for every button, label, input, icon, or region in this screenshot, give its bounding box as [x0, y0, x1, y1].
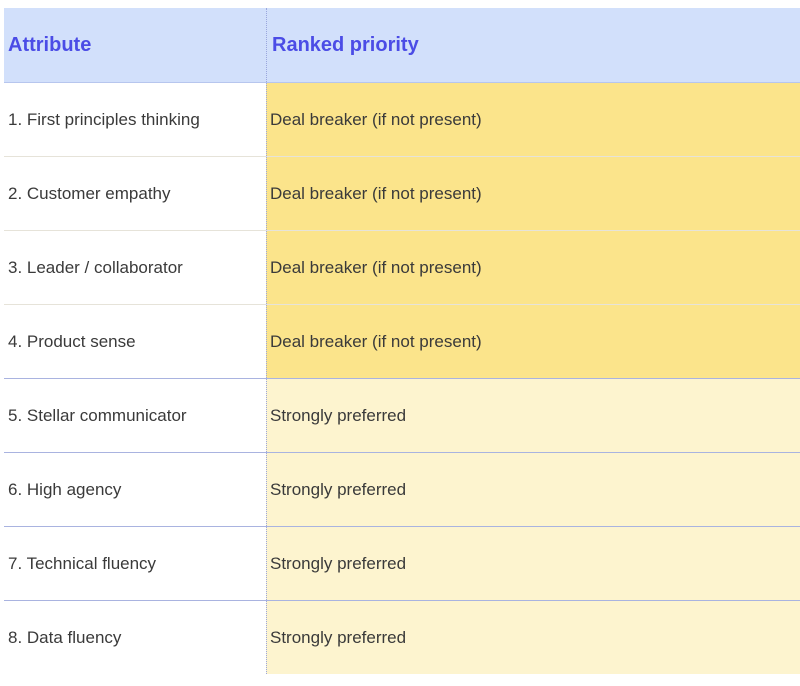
table-row: 8. Data fluency Strongly preferred	[4, 601, 800, 674]
header-ranked-priority: Ranked priority	[266, 8, 800, 82]
priority-cell: Deal breaker (if not present)	[266, 157, 800, 230]
priority-cell: Strongly preferred	[266, 453, 800, 526]
priority-cell: Strongly preferred	[266, 527, 800, 600]
attribute-cell: 4. Product sense	[4, 305, 266, 378]
attribute-cell: 3. Leader / collaborator	[4, 231, 266, 304]
attribute-cell: 7. Technical fluency	[4, 527, 266, 600]
table-row: 5. Stellar communicator Strongly preferr…	[4, 379, 800, 453]
table-row: 3. Leader / collaborator Deal breaker (i…	[4, 231, 800, 305]
attribute-cell: 6. High agency	[4, 453, 266, 526]
attribute-cell: 8. Data fluency	[4, 601, 266, 674]
table-row: 6. High agency Strongly preferred	[4, 453, 800, 527]
priority-cell: Deal breaker (if not present)	[266, 231, 800, 304]
header-attribute: Attribute	[8, 33, 92, 56]
table-row: 1. First principles thinking Deal breake…	[4, 83, 800, 157]
attribute-cell: 5. Stellar communicator	[4, 379, 266, 452]
attribute-cell: 2. Customer empathy	[4, 157, 266, 230]
table-header-row: Attribute Ranked priority	[4, 8, 800, 83]
table-row: 4. Product sense Deal breaker (if not pr…	[4, 305, 800, 379]
attribute-priority-table: Attribute Ranked priority 1. First princ…	[4, 8, 800, 674]
table-row: 2. Customer empathy Deal breaker (if not…	[4, 157, 800, 231]
priority-cell: Deal breaker (if not present)	[266, 83, 800, 156]
attribute-cell: 1. First principles thinking	[4, 83, 266, 156]
table-row: 7. Technical fluency Strongly preferred	[4, 527, 800, 601]
priority-cell: Strongly preferred	[266, 379, 800, 452]
priority-cell: Deal breaker (if not present)	[266, 305, 800, 378]
priority-cell: Strongly preferred	[266, 601, 800, 674]
